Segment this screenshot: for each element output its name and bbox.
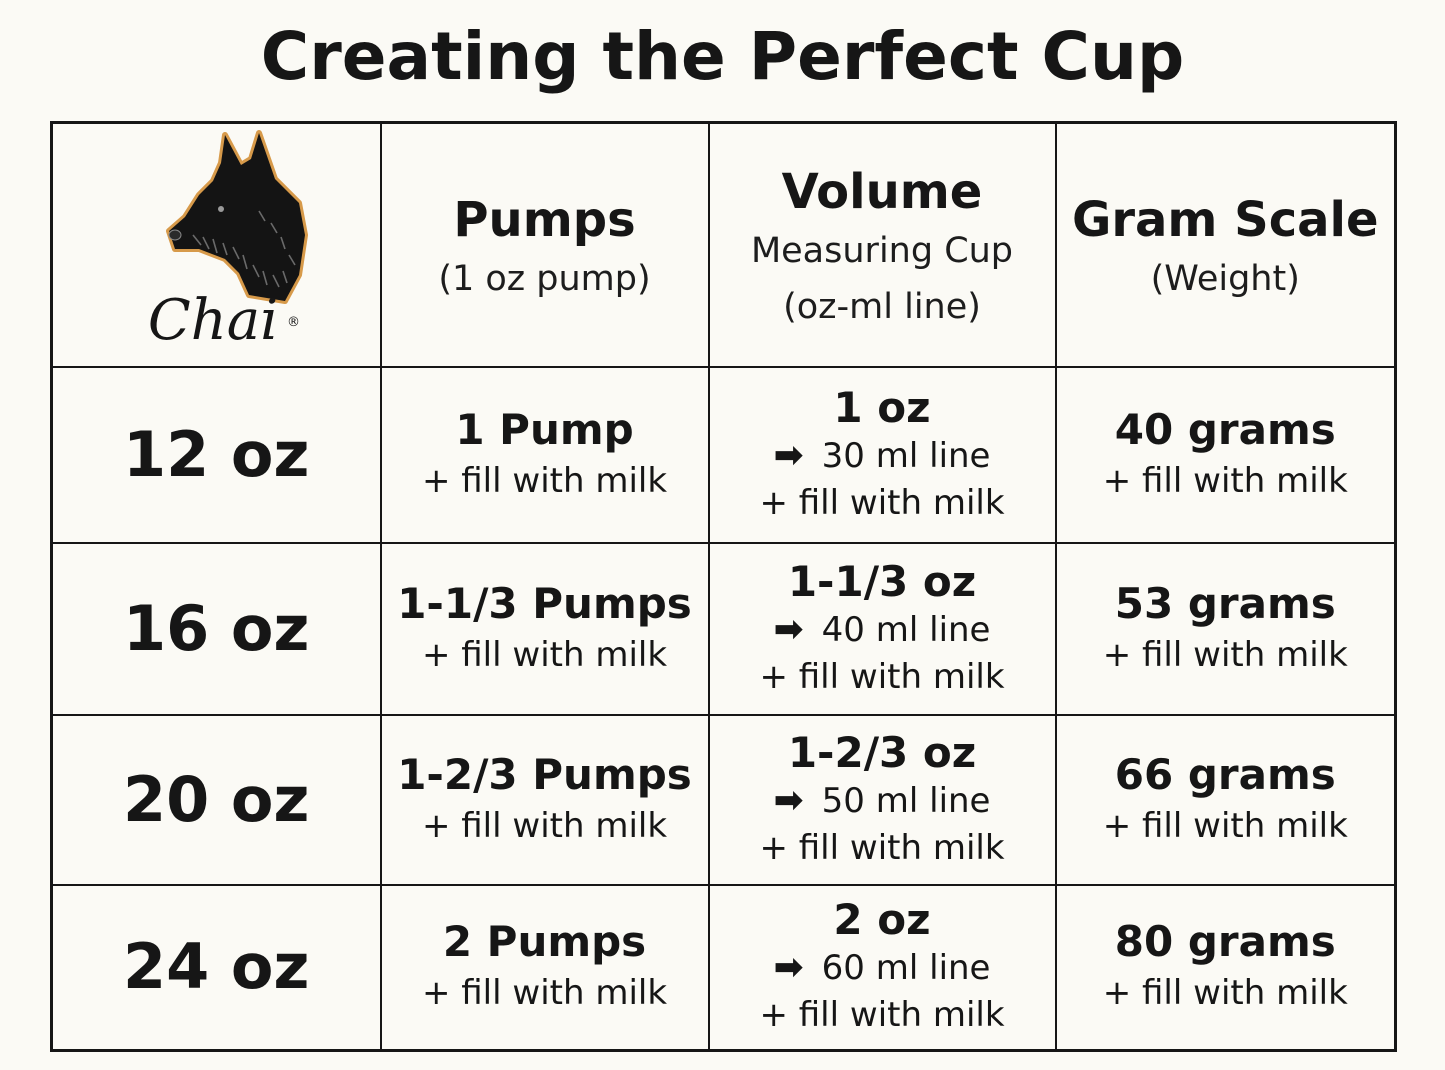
volume-amount: 2 oz [833,895,931,945]
cup-size: 16 oz [50,541,382,716]
header-subtitle: Measuring Cup [750,230,1014,271]
ml-line: 50 ml line [821,780,991,821]
header-row: Chai ® Pumps (1 oz pump) Volume Measurin… [50,121,1397,368]
fill-instruction: + fill with milk [759,995,1005,1036]
volume-amount: 1 oz [833,382,931,432]
registered-mark: ® [287,314,300,330]
cup-size: 24 oz [50,883,382,1052]
fill-instruction: + fill with milk [421,973,668,1014]
grams-amount: 53 grams [1114,578,1336,628]
fill-instruction: + fill with milk [421,805,668,846]
table-row: 16 oz 1-1/3 Pumps + fill with milk 1-1/3… [50,541,1397,716]
table-row: 12 oz 1 Pump + fill with milk 1 oz ➡ 30 m… [50,365,1397,544]
header-title: Pumps [453,191,636,248]
pumps-amount: 1-2/3 Pumps [397,749,692,799]
volume-line: ➡ 40 ml line [710,606,1055,654]
fill-instruction: + fill with milk [421,460,668,501]
cup-size: 20 oz [50,713,382,886]
header-gram-scale: Gram Scale (Weight) [1054,121,1397,368]
volume-cell: 2 oz ➡ 60 ml line + fill with milk [707,883,1057,1052]
header-title: Volume [781,163,983,220]
pumps-cell: 1-2/3 Pumps + fill with milk [379,713,710,886]
table-row: 24 oz 2 Pumps + fill with milk 2 oz ➡ 60 … [50,883,1397,1052]
volume-line: ➡ 50 ml line [710,777,1055,825]
cup-size: 12 oz [50,365,382,544]
header-title: Gram Scale [1071,191,1379,248]
ml-line: 40 ml line [821,609,991,650]
right-arrow-icon: ➡ [773,434,804,476]
logo-cell: Chai ® [50,121,382,368]
table-row: 20 oz 1-2/3 Pumps + fill with milk 1-2/3… [50,713,1397,886]
grams-amount: 80 grams [1114,917,1336,967]
ml-line: 30 ml line [821,435,991,476]
volume-amount: 1-2/3 oz [787,727,977,777]
right-arrow-icon: ➡ [773,947,804,989]
pumps-cell: 1-1/3 Pumps + fill with milk [379,541,710,716]
fill-instruction: + fill with milk [759,827,1005,868]
logo-wordmark: Chai [147,287,279,353]
grams-cell: 40 grams + fill with milk [1054,365,1397,544]
pumps-cell: 2 Pumps + fill with milk [379,883,710,1052]
fill-instruction: + fill with milk [759,482,1005,523]
volume-line: ➡ 30 ml line [710,432,1055,480]
fill-instruction: + fill with milk [759,656,1005,697]
header-subtitle: (1 oz pump) [438,258,651,299]
volume-cell: 1-2/3 oz ➡ 50 ml line + fill with milk [707,713,1057,886]
fill-instruction: + fill with milk [421,634,668,675]
grams-amount: 40 grams [1114,404,1336,454]
grams-cell: 66 grams + fill with milk [1054,713,1397,886]
header-pumps: Pumps (1 oz pump) [379,121,710,368]
scottish-terrier-head-icon [166,129,308,304]
volume-cell: 1-1/3 oz ➡ 40 ml line + fill with milk [707,541,1057,716]
header-subtitle: (oz-ml line) [783,286,981,327]
volume-line: ➡ 60 ml line [710,944,1055,992]
recipe-table: Chai ® Pumps (1 oz pump) Volume Measurin… [50,121,1397,1052]
brand-logo: Chai ® [53,125,382,365]
header-volume: Volume Measuring Cup (oz-ml line) [707,121,1057,368]
fill-instruction: + fill with milk [1102,460,1348,501]
header-subtitle: (Weight) [1150,258,1300,299]
grams-amount: 66 grams [1114,749,1336,799]
page-title: Creating the Perfect Cup [260,18,1185,95]
right-arrow-icon: ➡ [773,608,804,650]
pumps-amount: 1-1/3 Pumps [397,578,692,628]
volume-cell: 1 oz ➡ 30 ml line + fill with milk [707,365,1057,544]
pumps-cell: 1 Pump + fill with milk [379,365,710,544]
pumps-amount: 2 Pumps [442,917,647,967]
ml-line: 60 ml line [821,948,991,989]
volume-amount: 1-1/3 oz [787,556,977,606]
fill-instruction: + fill with milk [1102,973,1348,1014]
grams-cell: 53 grams + fill with milk [1054,541,1397,716]
pumps-amount: 1 Pump [455,404,634,454]
fill-instruction: + fill with milk [1102,634,1348,675]
right-arrow-icon: ➡ [773,779,804,821]
fill-instruction: + fill with milk [1102,805,1348,846]
grams-cell: 80 grams + fill with milk [1054,883,1397,1052]
